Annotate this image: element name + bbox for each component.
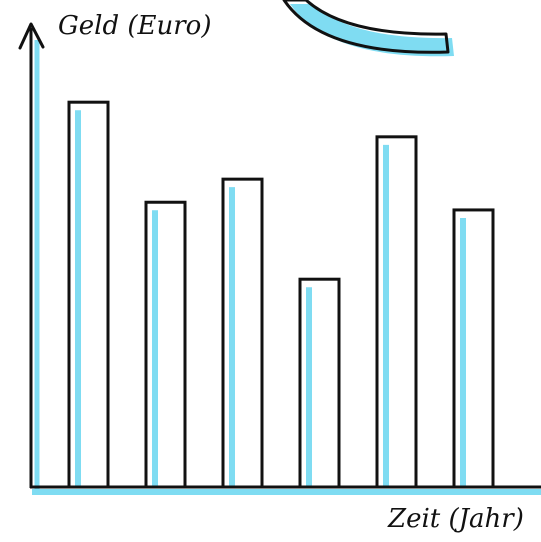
bar-6 [452,208,495,489]
bar-5-outline [375,135,418,489]
bars-group [67,100,495,489]
curved-arc-shape-icon [282,0,454,57]
bar-6-outline [452,208,495,489]
bar-5 [375,135,418,489]
bar-4 [298,277,341,489]
bar-3-outline [221,177,264,489]
bar-3 [221,177,264,489]
bar-4-outline [298,277,341,489]
x-axis-label: Zeit (Jahr) [387,504,524,534]
y-axis-label: Geld (Euro) [58,11,211,41]
y-axis [18,22,45,490]
bar-2 [144,200,187,489]
bar-1-outline [67,100,110,489]
bar-1 [67,100,110,489]
bar-2-outline [144,200,187,489]
